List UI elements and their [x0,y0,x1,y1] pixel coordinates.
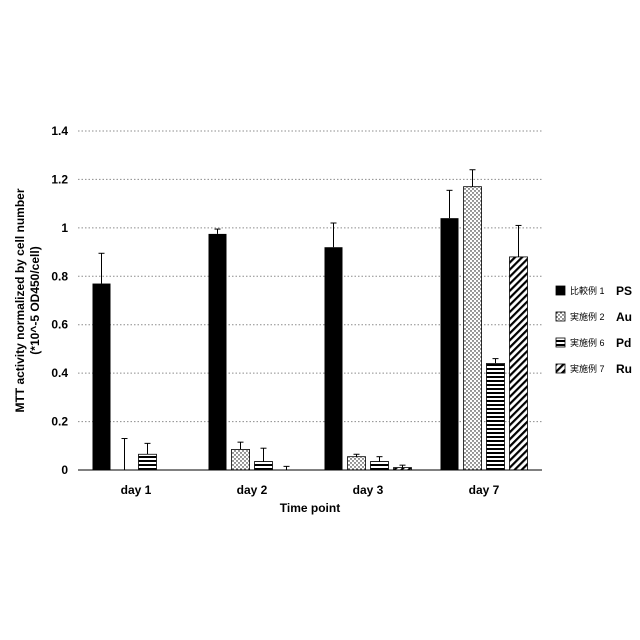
y-axis-title-line1: MTT activity normalized by cell number [13,188,27,412]
x-axis-title: Time point [280,501,340,515]
bar-ps-day-7 [441,218,459,470]
bar-pd-day-7 [487,363,505,470]
y-tick-label: 1.4 [51,124,68,138]
y-tick-label: 1 [61,221,68,235]
bar-pd-day-2 [255,462,273,470]
bar-ps-day-3 [325,247,343,470]
bar-ru-day-7 [510,257,528,470]
legend-code-ps: PS [616,284,632,298]
legend-swatch-pd [556,338,565,347]
x-category-label: day 7 [469,483,500,497]
y-tick-label: 0.8 [51,269,68,283]
bar-pd-day-3 [371,462,389,470]
legend-label-ps: 比較例 1 [570,285,605,296]
bar-au-day-3 [348,457,366,470]
legend-label-pd: 実施例 6 [570,337,605,348]
y-tick-labels: 0 0.2 0.4 0.6 0.8 1 1.2 1.4 [51,124,68,477]
legend: 比較例 1 PS 実施例 2 Au 実施例 6 Pd 実施例 7 Ru [556,284,632,376]
bars [93,187,528,470]
bar-au-day-7 [464,187,482,470]
bar-ps-day-2 [209,234,227,470]
legend-swatch-au [556,312,565,321]
x-category-labels: day 1 day 2 day 3 day 7 [121,483,500,497]
x-category-label: day 2 [237,483,268,497]
legend-swatch-ru [556,364,565,373]
legend-label-ru: 実施例 7 [570,363,605,374]
legend-code-ru: Ru [616,362,632,376]
y-tick-label: 0.2 [51,415,68,429]
legend-code-au: Au [616,310,632,324]
y-axis-title-line2: (*10^-5 OD450/cell) [28,246,42,354]
y-tick-label: 0.6 [51,318,68,332]
y-tick-label: 1.2 [51,172,68,186]
bar-au-day-2 [232,449,250,470]
legend-swatch-ps [556,286,565,295]
y-tick-label: 0 [61,463,68,477]
x-category-label: day 3 [353,483,384,497]
bar-pd-day-1 [139,454,157,470]
legend-code-pd: Pd [616,336,631,350]
bar-ps-day-1 [93,284,111,470]
legend-label-au: 実施例 2 [570,311,605,322]
x-category-label: day 1 [121,483,152,497]
y-tick-label: 0.4 [51,366,68,380]
y-axis-title: MTT activity normalized by cell number (… [13,188,42,412]
